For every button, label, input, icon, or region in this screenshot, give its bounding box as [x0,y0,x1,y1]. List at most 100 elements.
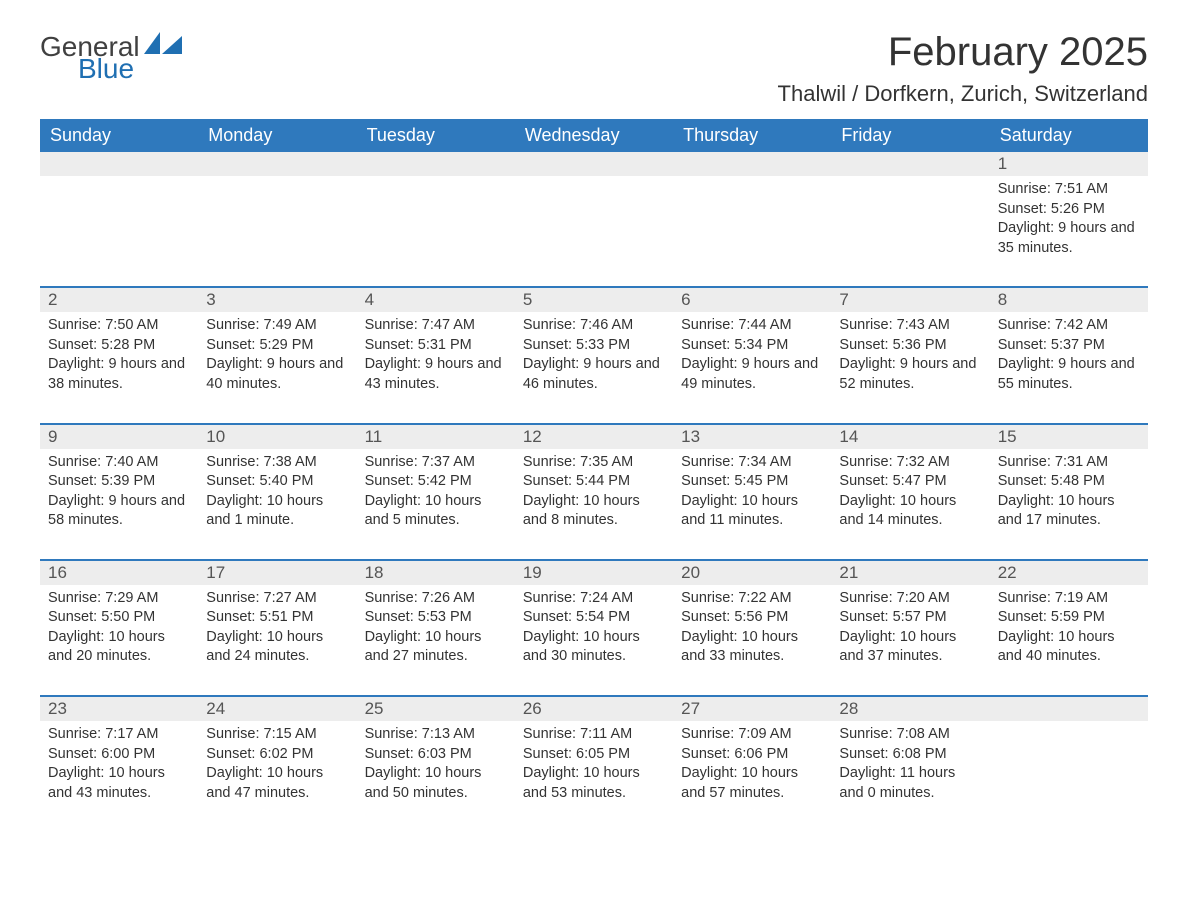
day-number: 5 [515,288,673,312]
month-title: February 2025 [778,30,1148,75]
day-data: Sunrise: 7:42 AMSunset: 5:37 PMDaylight:… [990,312,1148,422]
day-number: 10 [198,425,356,449]
calendar-cell: 26Sunrise: 7:11 AMSunset: 6:05 PMDayligh… [515,696,673,831]
day-number: 7 [831,288,989,312]
day-data: Sunrise: 7:47 AMSunset: 5:31 PMDaylight:… [357,312,515,422]
day-header: Friday [831,119,989,152]
day-data: Sunrise: 7:43 AMSunset: 5:36 PMDaylight:… [831,312,989,422]
calendar-table: Sunday Monday Tuesday Wednesday Thursday… [40,119,1148,831]
day-data: Sunrise: 7:19 AMSunset: 5:59 PMDaylight:… [990,585,1148,695]
day-data: Sunrise: 7:50 AMSunset: 5:28 PMDaylight:… [40,312,198,422]
location-text: Thalwil / Dorfkern, Zurich, Switzerland [778,81,1148,107]
day-number: 11 [357,425,515,449]
title-block: February 2025 Thalwil / Dorfkern, Zurich… [778,30,1148,107]
day-data: Sunrise: 7:08 AMSunset: 6:08 PMDaylight:… [831,721,989,831]
day-number [673,152,831,176]
day-number: 4 [357,288,515,312]
day-number: 23 [40,697,198,721]
day-data: Sunrise: 7:13 AMSunset: 6:03 PMDaylight:… [357,721,515,831]
day-header: Thursday [673,119,831,152]
day-number: 22 [990,561,1148,585]
calendar-cell: 17Sunrise: 7:27 AMSunset: 5:51 PMDayligh… [198,560,356,696]
day-number: 16 [40,561,198,585]
calendar-week-row: 16Sunrise: 7:29 AMSunset: 5:50 PMDayligh… [40,560,1148,696]
day-data: Sunrise: 7:35 AMSunset: 5:44 PMDaylight:… [515,449,673,559]
day-number: 20 [673,561,831,585]
day-number [40,152,198,176]
day-number: 21 [831,561,989,585]
day-number: 18 [357,561,515,585]
day-data: Sunrise: 7:51 AMSunset: 5:26 PMDaylight:… [990,176,1148,286]
day-data: Sunrise: 7:29 AMSunset: 5:50 PMDaylight:… [40,585,198,695]
day-data: Sunrise: 7:44 AMSunset: 5:34 PMDaylight:… [673,312,831,422]
day-data: Sunrise: 7:26 AMSunset: 5:53 PMDaylight:… [357,585,515,695]
day-header-row: Sunday Monday Tuesday Wednesday Thursday… [40,119,1148,152]
day-number: 2 [40,288,198,312]
day-data: Sunrise: 7:46 AMSunset: 5:33 PMDaylight:… [515,312,673,422]
day-data [673,176,831,276]
day-data: Sunrise: 7:27 AMSunset: 5:51 PMDaylight:… [198,585,356,695]
calendar-cell: 4Sunrise: 7:47 AMSunset: 5:31 PMDaylight… [357,287,515,423]
day-data: Sunrise: 7:37 AMSunset: 5:42 PMDaylight:… [357,449,515,559]
calendar-cell: 8Sunrise: 7:42 AMSunset: 5:37 PMDaylight… [990,287,1148,423]
day-data: Sunrise: 7:22 AMSunset: 5:56 PMDaylight:… [673,585,831,695]
calendar-cell: 12Sunrise: 7:35 AMSunset: 5:44 PMDayligh… [515,424,673,560]
day-number: 3 [198,288,356,312]
calendar-cell: 18Sunrise: 7:26 AMSunset: 5:53 PMDayligh… [357,560,515,696]
day-header: Wednesday [515,119,673,152]
day-number: 15 [990,425,1148,449]
calendar-week-row: 1Sunrise: 7:51 AMSunset: 5:26 PMDaylight… [40,152,1148,287]
day-data: Sunrise: 7:49 AMSunset: 5:29 PMDaylight:… [198,312,356,422]
day-number [831,152,989,176]
calendar-cell: 23Sunrise: 7:17 AMSunset: 6:00 PMDayligh… [40,696,198,831]
calendar-cell: 15Sunrise: 7:31 AMSunset: 5:48 PMDayligh… [990,424,1148,560]
day-number: 27 [673,697,831,721]
day-number: 17 [198,561,356,585]
calendar-cell: 19Sunrise: 7:24 AMSunset: 5:54 PMDayligh… [515,560,673,696]
day-data [198,176,356,276]
day-number: 1 [990,152,1148,176]
day-number: 13 [673,425,831,449]
calendar-cell [515,152,673,287]
day-number: 24 [198,697,356,721]
calendar-cell: 24Sunrise: 7:15 AMSunset: 6:02 PMDayligh… [198,696,356,831]
day-header: Saturday [990,119,1148,152]
day-number: 8 [990,288,1148,312]
calendar-cell: 21Sunrise: 7:20 AMSunset: 5:57 PMDayligh… [831,560,989,696]
day-number: 9 [40,425,198,449]
calendar-cell [990,696,1148,831]
header: General Blue February 2025 Thalwil / Dor… [40,30,1148,107]
day-data [357,176,515,276]
calendar-cell: 13Sunrise: 7:34 AMSunset: 5:45 PMDayligh… [673,424,831,560]
day-data: Sunrise: 7:38 AMSunset: 5:40 PMDaylight:… [198,449,356,559]
day-header: Tuesday [357,119,515,152]
calendar-cell: 25Sunrise: 7:13 AMSunset: 6:03 PMDayligh… [357,696,515,831]
calendar-cell: 9Sunrise: 7:40 AMSunset: 5:39 PMDaylight… [40,424,198,560]
day-number: 19 [515,561,673,585]
day-data: Sunrise: 7:17 AMSunset: 6:00 PMDaylight:… [40,721,198,831]
day-data: Sunrise: 7:09 AMSunset: 6:06 PMDaylight:… [673,721,831,831]
calendar-week-row: 2Sunrise: 7:50 AMSunset: 5:28 PMDaylight… [40,287,1148,423]
calendar-cell [831,152,989,287]
day-data: Sunrise: 7:34 AMSunset: 5:45 PMDaylight:… [673,449,831,559]
calendar-week-row: 23Sunrise: 7:17 AMSunset: 6:00 PMDayligh… [40,696,1148,831]
calendar-cell: 22Sunrise: 7:19 AMSunset: 5:59 PMDayligh… [990,560,1148,696]
day-header: Monday [198,119,356,152]
day-data: Sunrise: 7:40 AMSunset: 5:39 PMDaylight:… [40,449,198,559]
day-number [515,152,673,176]
day-data: Sunrise: 7:15 AMSunset: 6:02 PMDaylight:… [198,721,356,831]
day-data: Sunrise: 7:20 AMSunset: 5:57 PMDaylight:… [831,585,989,695]
day-header: Sunday [40,119,198,152]
logo: General Blue [40,30,184,85]
day-data: Sunrise: 7:31 AMSunset: 5:48 PMDaylight:… [990,449,1148,559]
calendar-cell: 6Sunrise: 7:44 AMSunset: 5:34 PMDaylight… [673,287,831,423]
day-number [198,152,356,176]
day-number: 26 [515,697,673,721]
calendar-cell [357,152,515,287]
day-data [40,176,198,276]
day-data: Sunrise: 7:11 AMSunset: 6:05 PMDaylight:… [515,721,673,831]
day-data: Sunrise: 7:32 AMSunset: 5:47 PMDaylight:… [831,449,989,559]
day-number [357,152,515,176]
day-data [831,176,989,276]
calendar-cell: 1Sunrise: 7:51 AMSunset: 5:26 PMDaylight… [990,152,1148,287]
